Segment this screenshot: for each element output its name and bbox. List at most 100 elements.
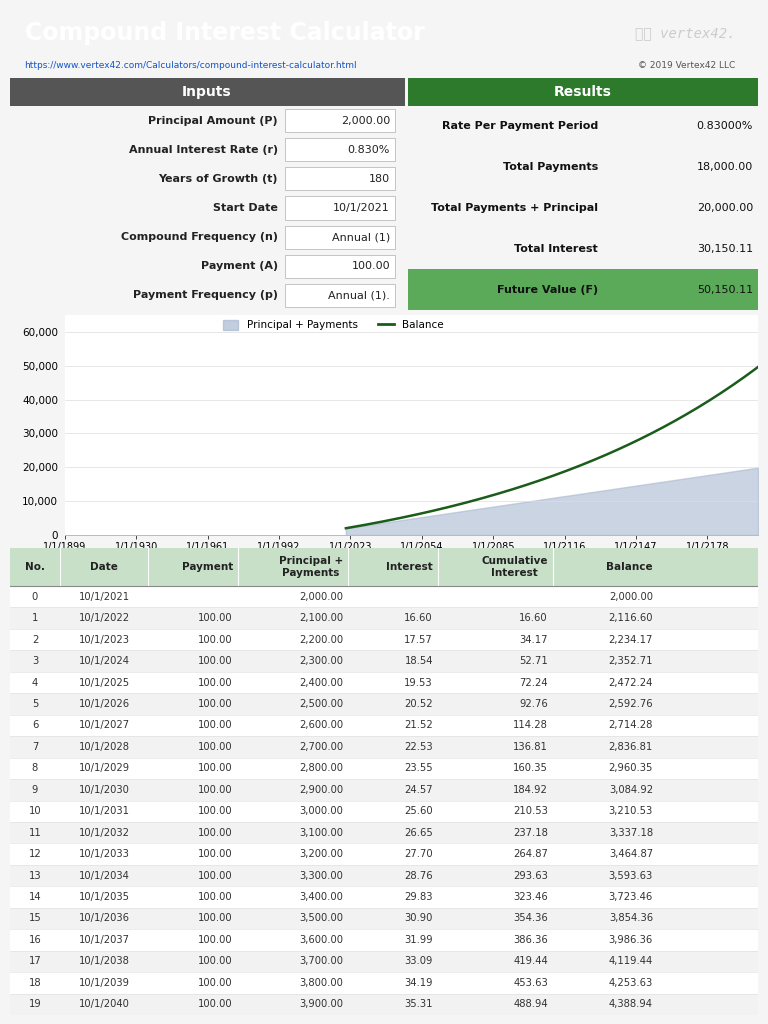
Bar <box>10 629 758 650</box>
Bar <box>10 801 758 822</box>
Text: 20,000.00: 20,000.00 <box>697 203 753 213</box>
Text: 3,300.00: 3,300.00 <box>299 870 343 881</box>
Text: 4: 4 <box>32 678 38 687</box>
Text: 264.87: 264.87 <box>513 849 548 859</box>
Text: 180: 180 <box>369 174 390 184</box>
Text: 3,084.92: 3,084.92 <box>609 784 653 795</box>
Text: 100.00: 100.00 <box>198 763 233 773</box>
Text: 100.00: 100.00 <box>198 849 233 859</box>
Text: 10/1/2033: 10/1/2033 <box>78 849 130 859</box>
Text: 50,150.11: 50,150.11 <box>697 285 753 295</box>
Text: 100.00: 100.00 <box>198 870 233 881</box>
Text: 210.53: 210.53 <box>513 806 548 816</box>
Text: 2,472.24: 2,472.24 <box>608 678 653 687</box>
Text: 136.81: 136.81 <box>513 741 548 752</box>
Bar <box>285 138 395 162</box>
Bar <box>10 822 758 844</box>
Bar <box>10 993 758 1015</box>
Text: 100.00: 100.00 <box>198 741 233 752</box>
Text: 15: 15 <box>28 913 41 924</box>
Text: 10/1/2021: 10/1/2021 <box>333 203 390 213</box>
Text: Annual (1): Annual (1) <box>332 232 390 242</box>
Text: 100.00: 100.00 <box>198 892 233 902</box>
Text: 354.36: 354.36 <box>513 913 548 924</box>
Text: 10/1/2027: 10/1/2027 <box>78 721 130 730</box>
Text: 2,300.00: 2,300.00 <box>299 656 343 666</box>
Text: 100.00: 100.00 <box>198 635 233 645</box>
Text: 2,600.00: 2,600.00 <box>299 721 343 730</box>
Bar <box>285 225 395 249</box>
Text: 2,592.76: 2,592.76 <box>608 699 653 709</box>
Text: 100.00: 100.00 <box>198 699 233 709</box>
Bar <box>10 972 758 993</box>
Text: 10/1/2024: 10/1/2024 <box>78 656 130 666</box>
Text: 100.00: 100.00 <box>198 806 233 816</box>
Bar <box>10 650 758 672</box>
Text: 3: 3 <box>32 656 38 666</box>
Text: 2,700.00: 2,700.00 <box>299 741 343 752</box>
Text: 3,000.00: 3,000.00 <box>299 806 343 816</box>
Text: 52.71: 52.71 <box>519 656 548 666</box>
Text: 3,337.18: 3,337.18 <box>609 827 653 838</box>
Text: 10/1/2039: 10/1/2039 <box>78 978 130 988</box>
Text: Payment (A): Payment (A) <box>201 261 278 271</box>
Text: 0: 0 <box>32 592 38 602</box>
Text: 2,000.00: 2,000.00 <box>341 116 390 126</box>
Text: Results: Results <box>554 85 612 99</box>
Bar <box>10 715 758 736</box>
Bar <box>10 844 758 865</box>
Text: Date: Date <box>90 562 118 572</box>
Text: Payment: Payment <box>182 562 233 572</box>
Text: 27.70: 27.70 <box>405 849 433 859</box>
Text: Annual Interest Rate (r): Annual Interest Rate (r) <box>129 144 278 155</box>
Text: 18: 18 <box>28 978 41 988</box>
Text: 6: 6 <box>31 721 38 730</box>
Text: 237.18: 237.18 <box>513 827 548 838</box>
Text: 100.00: 100.00 <box>198 784 233 795</box>
Bar <box>10 779 758 801</box>
Bar <box>10 672 758 693</box>
Text: 1: 1 <box>31 613 38 624</box>
Text: 100.00: 100.00 <box>198 678 233 687</box>
Text: 34.17: 34.17 <box>519 635 548 645</box>
Bar <box>10 950 758 972</box>
Text: Principal +
Payments: Principal + Payments <box>279 556 343 578</box>
Text: 72.24: 72.24 <box>519 678 548 687</box>
Text: 10/1/2040: 10/1/2040 <box>78 999 130 1010</box>
Text: Total Payments + Principal: Total Payments + Principal <box>431 203 598 213</box>
Text: 23.55: 23.55 <box>405 763 433 773</box>
Text: 2,234.17: 2,234.17 <box>608 635 653 645</box>
Bar <box>10 586 758 607</box>
Text: 4,119.44: 4,119.44 <box>609 956 653 967</box>
Text: 100.00: 100.00 <box>198 721 233 730</box>
Text: 16.60: 16.60 <box>519 613 548 624</box>
Text: 14: 14 <box>28 892 41 902</box>
Text: 4,388.94: 4,388.94 <box>609 999 653 1010</box>
Text: 3,723.46: 3,723.46 <box>609 892 653 902</box>
Text: 10/1/2037: 10/1/2037 <box>78 935 130 945</box>
Text: 4,253.63: 4,253.63 <box>609 978 653 988</box>
Text: 35.31: 35.31 <box>405 999 433 1010</box>
Text: 10/1/2028: 10/1/2028 <box>78 741 130 752</box>
Text: 17.57: 17.57 <box>404 635 433 645</box>
Text: https://www.vertex42.com/Calculators/compound-interest-calculator.html: https://www.vertex42.com/Calculators/com… <box>25 60 357 70</box>
Text: © 2019 Vertex42 LLC: © 2019 Vertex42 LLC <box>638 60 736 70</box>
Text: Interest: Interest <box>386 562 433 572</box>
Text: 2,800.00: 2,800.00 <box>299 763 343 773</box>
Text: 30,150.11: 30,150.11 <box>697 244 753 254</box>
Text: 184.92: 184.92 <box>513 784 548 795</box>
Text: 2,100.00: 2,100.00 <box>299 613 343 624</box>
Text: 3,210.53: 3,210.53 <box>609 806 653 816</box>
Text: 10/1/2029: 10/1/2029 <box>78 763 130 773</box>
Text: 100.00: 100.00 <box>198 827 233 838</box>
Text: 114.28: 114.28 <box>513 721 548 730</box>
Text: 3,500.00: 3,500.00 <box>299 913 343 924</box>
Bar <box>408 269 758 310</box>
Text: 293.63: 293.63 <box>513 870 548 881</box>
Bar <box>285 109 395 132</box>
Text: 419.44: 419.44 <box>513 956 548 967</box>
Text: 3,200.00: 3,200.00 <box>299 849 343 859</box>
Text: 30.90: 30.90 <box>405 913 433 924</box>
Bar <box>285 167 395 190</box>
Text: 10/1/2021: 10/1/2021 <box>78 592 130 602</box>
